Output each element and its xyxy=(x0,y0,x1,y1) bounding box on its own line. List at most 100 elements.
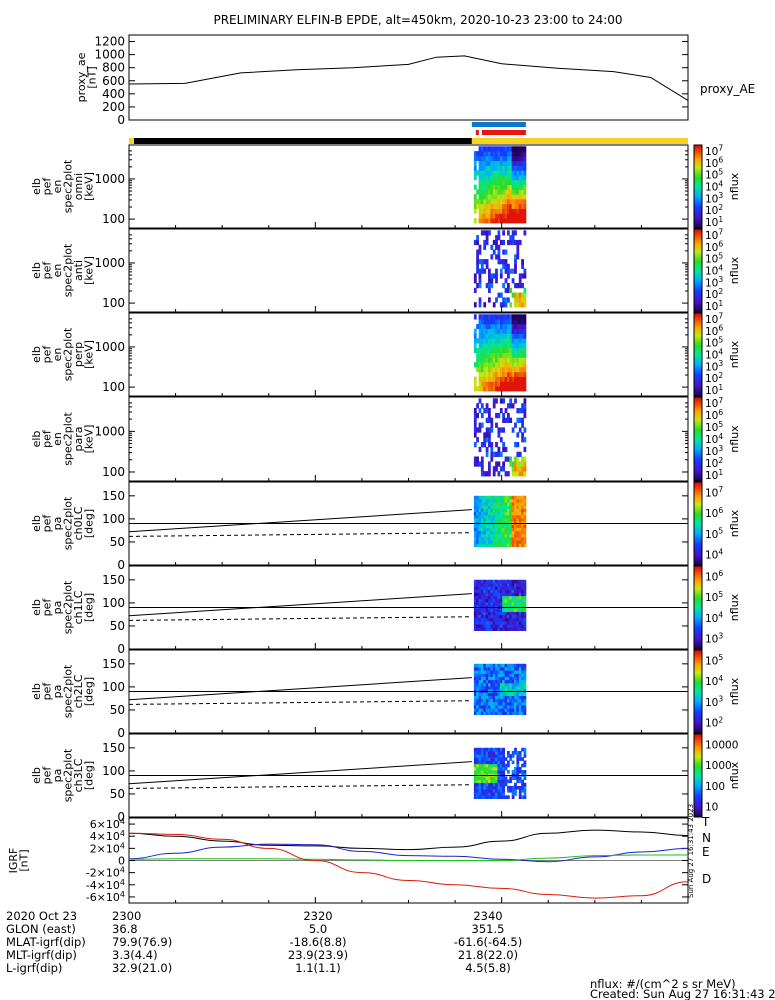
spectrogram-cell xyxy=(497,333,501,339)
spectrogram-cell xyxy=(504,381,508,387)
spectrogram-cell xyxy=(521,381,524,387)
spectrogram-cell xyxy=(490,283,494,289)
spectrogram-cell xyxy=(485,333,489,339)
spectrogram-cell xyxy=(485,338,489,344)
spectrogram-cell xyxy=(473,789,477,793)
spectrogram-cell xyxy=(480,537,484,541)
spectrogram-cell xyxy=(523,518,527,522)
spectrogram-cell xyxy=(511,338,515,344)
spectrogram-cell xyxy=(511,471,515,477)
igrf-line-T xyxy=(128,829,689,851)
spectrogram-cell xyxy=(488,670,491,674)
spectrogram-cell xyxy=(514,442,517,448)
spectrogram-cell xyxy=(480,540,484,544)
spectrogram-cell xyxy=(502,602,505,606)
spectrogram-cell xyxy=(473,408,477,414)
spectrogram-cell xyxy=(473,194,477,200)
spectrogram-cell xyxy=(523,747,527,752)
spectrogram-cell xyxy=(492,466,496,472)
spectrogram-cell xyxy=(521,263,524,269)
spectrogram-cell xyxy=(507,763,510,768)
colorbar-step xyxy=(694,668,702,672)
ae-series-label: proxy_AE xyxy=(700,82,755,96)
spectrogram-cell xyxy=(473,589,477,593)
colorbar-tick-label: 103 xyxy=(705,359,723,373)
colorbar-step xyxy=(694,186,702,190)
spectrogram-cell xyxy=(509,614,513,619)
spectrogram-cell xyxy=(511,586,515,590)
spectrogram-cell xyxy=(476,155,479,162)
orbit-row-value: 21.8(22.0) xyxy=(458,948,518,962)
spectrogram-cell xyxy=(499,376,503,382)
spectrogram-cell xyxy=(488,698,491,703)
spectrogram-cell xyxy=(507,514,510,519)
spectrogram-cell xyxy=(502,527,505,532)
spectrogram-cell xyxy=(507,785,510,790)
spectrogram-cell xyxy=(497,230,501,236)
spectrogram-cell xyxy=(485,795,489,799)
spectrogram-cell xyxy=(514,611,517,616)
spectrogram-cell xyxy=(516,302,520,308)
spectrogram-cell xyxy=(490,362,494,368)
spec-panel-1: 1001000elbpefenspec2plotanti[keV]1011021… xyxy=(30,228,741,313)
spectrogram-cell xyxy=(478,249,482,255)
spectrogram-cell xyxy=(478,170,482,176)
spectrogram-cell xyxy=(483,614,487,619)
spectrogram-cell xyxy=(499,160,503,166)
spectrogram-cell xyxy=(485,760,489,765)
spectrogram-cell xyxy=(502,670,505,674)
spectrogram-cell xyxy=(511,328,515,334)
spectrogram-cell xyxy=(488,495,491,500)
spectrogram-cell xyxy=(497,386,501,392)
spectrogram-cell xyxy=(492,695,496,700)
spectrogram-cell xyxy=(504,297,508,303)
spectrogram-cell xyxy=(495,592,498,597)
ytick-label: 50 xyxy=(110,535,125,549)
spectrogram-cell xyxy=(473,608,477,612)
spectrogram-cell xyxy=(488,514,491,519)
spectrogram-cell xyxy=(483,376,487,382)
spectrogram-cell xyxy=(518,711,522,715)
spectrogram-cell xyxy=(473,592,477,597)
spectrogram-cell xyxy=(480,151,484,157)
spectrogram-cell xyxy=(511,676,515,681)
spectrogram-cell xyxy=(473,386,477,392)
spectrogram-cell xyxy=(504,779,508,784)
colorbar-step xyxy=(694,660,702,663)
spectrogram-cell xyxy=(495,747,498,752)
colorbar-step xyxy=(694,470,702,474)
spectrogram-cell xyxy=(509,381,513,387)
spectrogram-cell xyxy=(523,592,527,597)
spectrogram-cell xyxy=(495,155,498,162)
spectrogram-cell xyxy=(495,776,498,780)
colorbar-step xyxy=(694,626,702,629)
spectrogram-cell xyxy=(518,621,522,625)
ylabel-line: elb xyxy=(30,262,43,279)
spectrogram-cell xyxy=(514,381,517,387)
spectrogram-cell xyxy=(480,146,484,152)
spectrogram-cell xyxy=(473,579,477,584)
spectrogram-cell xyxy=(476,505,479,509)
spectrogram-cell xyxy=(499,179,503,185)
spectrogram-cell xyxy=(523,589,527,593)
colorbar-step xyxy=(694,763,702,766)
spectrogram-cell xyxy=(516,776,520,780)
spectrogram-cell xyxy=(492,592,496,597)
colorbar-step xyxy=(694,758,702,762)
spectrogram-cell xyxy=(523,543,527,547)
spectrogram-cell xyxy=(483,338,487,344)
spectrogram-cell xyxy=(488,417,491,423)
spectrogram-cell xyxy=(523,343,527,349)
spectrogram-cell xyxy=(504,146,508,152)
spectrogram-cell xyxy=(483,586,487,590)
colorbar-frame xyxy=(693,228,703,313)
spectrogram-cell xyxy=(518,533,522,538)
colorbar-step xyxy=(694,198,702,202)
spectrogram-cell xyxy=(495,670,498,674)
spectrogram-cell xyxy=(483,175,487,181)
colorbar-step xyxy=(694,662,702,666)
spectrogram-cell xyxy=(511,627,515,631)
ylabel-line: elb xyxy=(30,515,43,532)
spectrogram-cell xyxy=(518,602,522,606)
colorbar-step xyxy=(694,235,702,238)
